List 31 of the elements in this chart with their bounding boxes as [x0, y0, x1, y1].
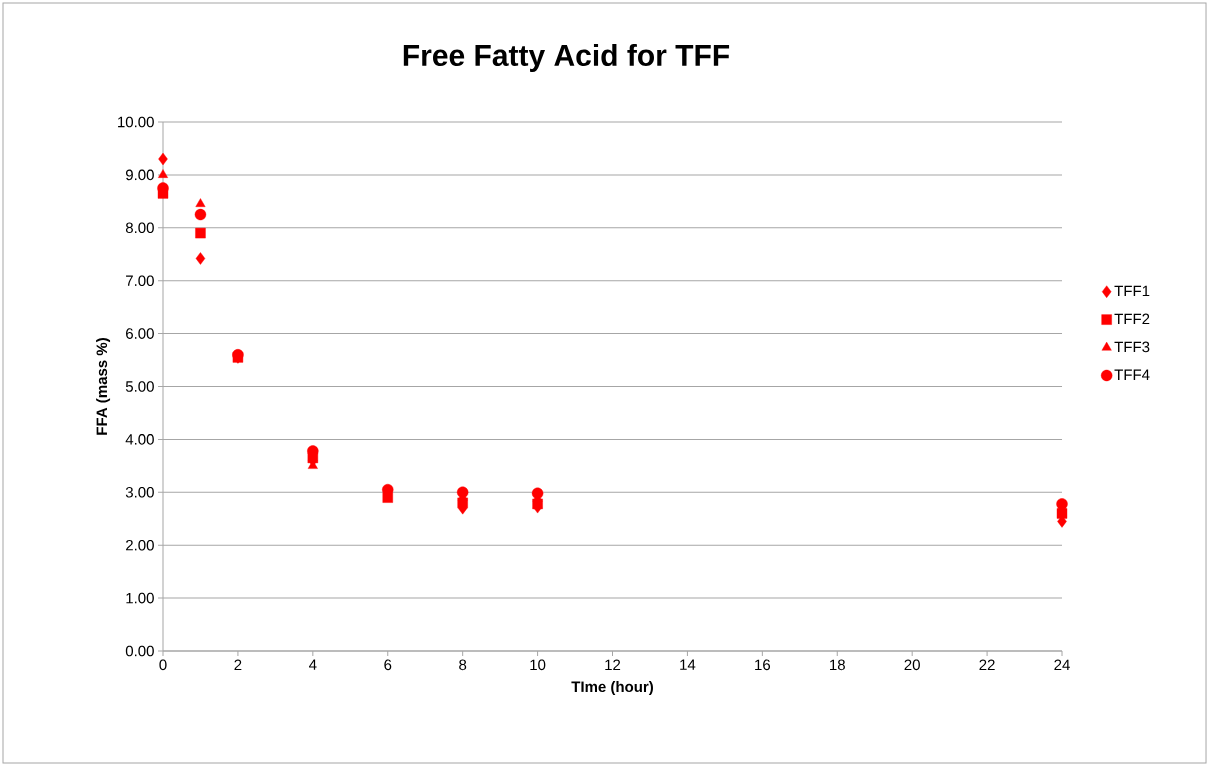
legend-label: TFF1 — [1114, 285, 1150, 297]
x-tick-label: 14 — [680, 659, 696, 670]
y-axis-title: FFA (mass %) — [96, 338, 111, 435]
y-tick-label: 9.00 — [125, 169, 154, 181]
x-tick-label: 12 — [605, 659, 621, 671]
x-tick-label: 22 — [979, 659, 995, 671]
y-tick-label: 8.00 — [125, 222, 154, 234]
legend-label: TFF4 — [1114, 369, 1150, 380]
y-tick-label: 10.00 — [118, 116, 154, 128]
x-tick-label: 8 — [459, 659, 467, 671]
x-tick-label: 16 — [755, 659, 771, 671]
y-tick-label: 3.00 — [125, 486, 154, 498]
x-tick-label: 18 — [830, 659, 845, 671]
y-tick-label: 6.00 — [126, 328, 154, 339]
x-tick-label: 0 — [159, 659, 167, 671]
x-axis-title: TIme (hour) — [571, 681, 653, 695]
y-tick-label: 2.00 — [126, 539, 154, 551]
chart-title: Free Fatty Acid for TFF — [403, 44, 730, 72]
x-tick-label: 4 — [309, 659, 317, 670]
x-tick-label: 10 — [530, 659, 546, 671]
legend-label: TFF3 — [1114, 341, 1150, 353]
y-tick-label: 5.00 — [125, 381, 154, 392]
y-tick-label: 0.00 — [125, 645, 154, 657]
x-tick-label: 24 — [1054, 659, 1070, 671]
legend-label: TFF2 — [1114, 313, 1150, 325]
x-tick-label: 20 — [904, 659, 920, 671]
y-tick-label: 4.00 — [125, 434, 154, 445]
y-tick-label: 7.00 — [126, 275, 154, 286]
x-tick-label: 2 — [234, 659, 242, 671]
x-tick-label: 6 — [384, 659, 392, 671]
y-tick-label: 1.00 — [126, 592, 154, 604]
